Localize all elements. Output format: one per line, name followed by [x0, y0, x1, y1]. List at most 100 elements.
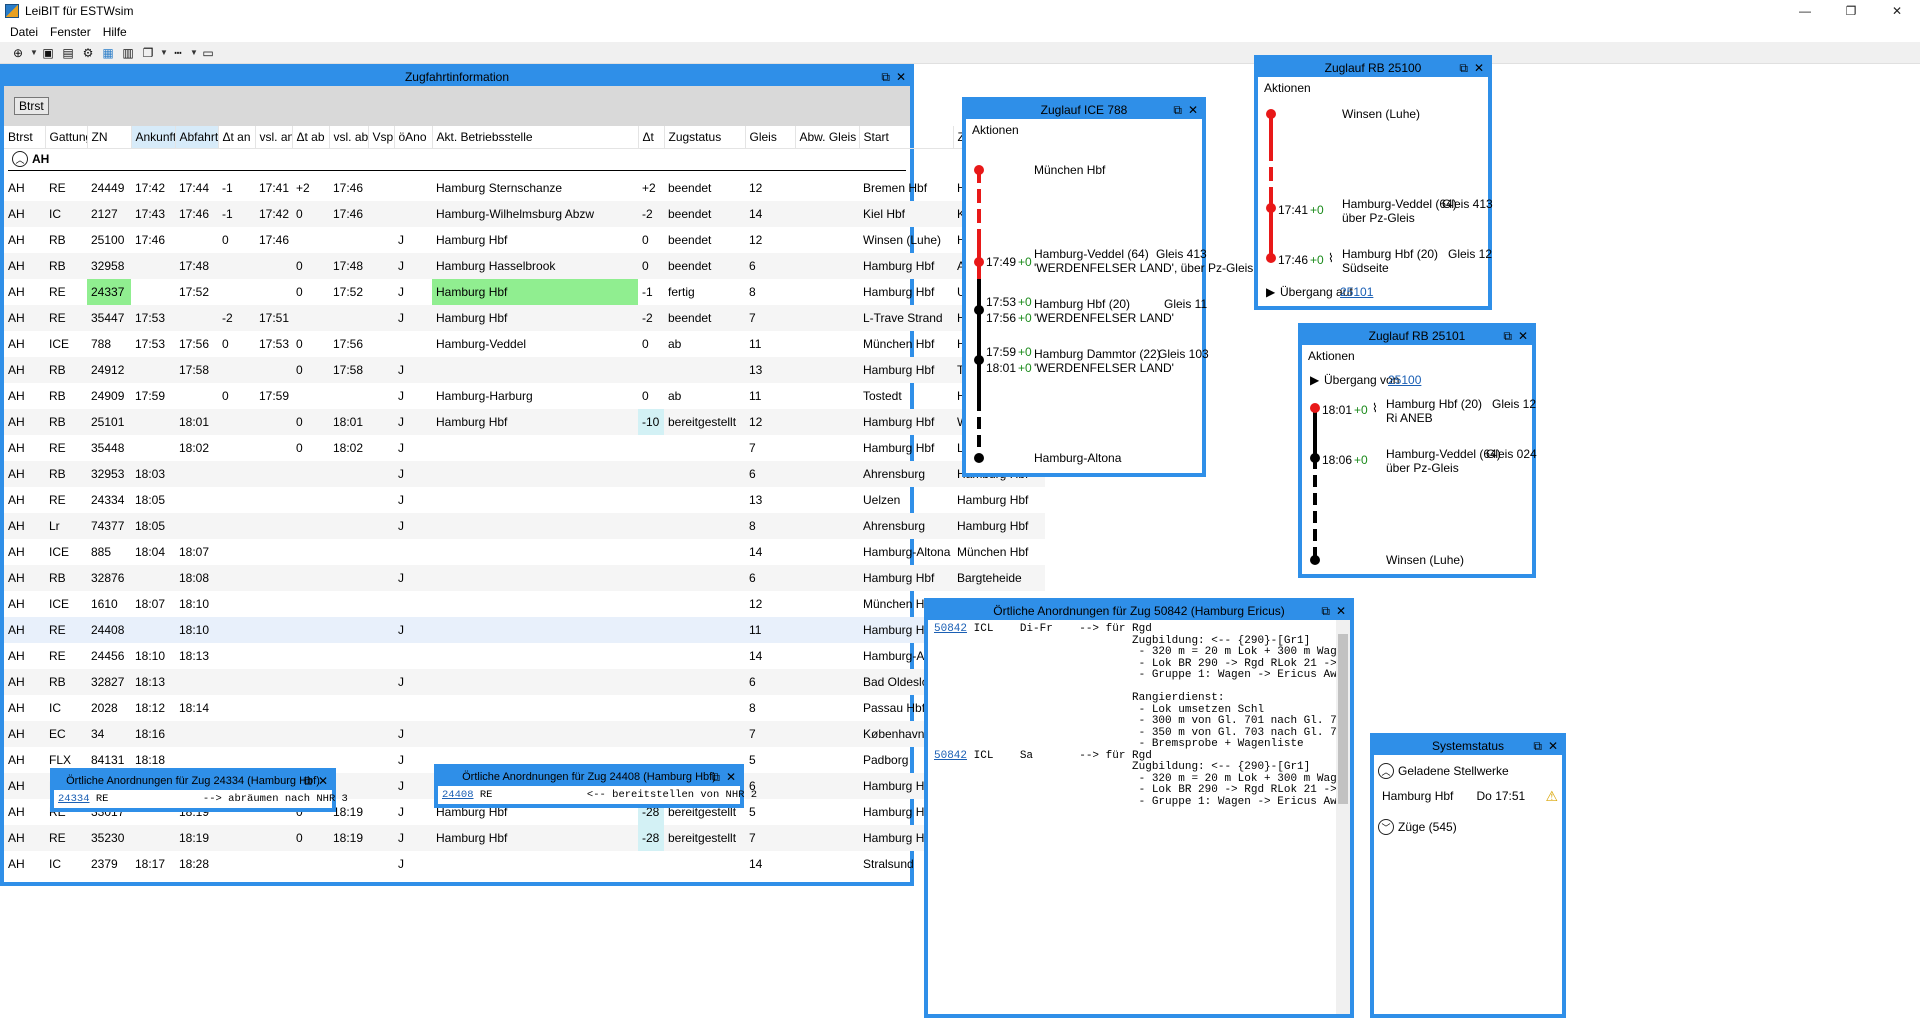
- column-header-vsl-an[interactable]: vsl. an: [255, 126, 293, 149]
- close-icon[interactable]: ✕: [1473, 61, 1484, 75]
- dropdown-arrow-icon[interactable]: ▼: [190, 48, 198, 57]
- column-header-dt-an[interactable]: Δt an: [218, 126, 256, 149]
- table-row[interactable]: AH ICE 788 17:53 17:56 0 17:53 0 17:56 Hamburg-Ve…: [4, 331, 1045, 357]
- save-icon[interactable]: ▤: [62, 45, 74, 60]
- table-row[interactable]: AH RE 35447 17:53 -2 17:51 J Hamburg Hbf -2 beend…: [4, 304, 1045, 331]
- popout-icon[interactable]: ⧉: [1459, 61, 1468, 75]
- table-row[interactable]: AH RE 35230 18:19 0 18:19 J Hamburg Hbf -28 berei…: [4, 824, 1045, 851]
- btrst-button[interactable]: Btrst: [14, 97, 49, 115]
- table-row[interactable]: AH RB 32876 18:08 J 6 Hamburg Hbf Bargteheide: [4, 564, 1045, 591]
- expand-icon[interactable]: ﹀: [1378, 819, 1394, 835]
- table-row[interactable]: AH RB 25101 18:01 0 18:01 J Hamburg Hbf -10 berei…: [4, 408, 1045, 435]
- popout-icon[interactable]: ⧉: [1533, 739, 1542, 753]
- popout-icon[interactable]: ⧉: [1503, 329, 1512, 343]
- table-row[interactable]: AH RB 32958 17:48 0 17:48 J Hamburg Hasselbrook…: [4, 252, 1045, 279]
- column-header-vsl-ab[interactable]: vsl. ab: [329, 126, 369, 149]
- close-icon[interactable]: ✕: [1335, 604, 1346, 618]
- train-link[interactable]: 50842: [934, 749, 968, 762]
- table-row[interactable]: AHRE2445618:1018:1314Hamburg-AltonaBreme…: [4, 643, 1045, 669]
- scrollbar-thumb[interactable]: [1338, 634, 1348, 804]
- close-button[interactable]: ✕: [1891, 4, 1903, 18]
- window-titlebar[interactable]: Zuglauf RB 25101 ⧉ ✕: [1302, 327, 1532, 345]
- close-icon[interactable]: ✕: [895, 70, 906, 84]
- trains-header[interactable]: ﹀ Züge (545): [1378, 817, 1558, 837]
- dashes-icon[interactable]: ┅: [174, 45, 182, 60]
- column-header-akt-betriebsstelle[interactable]: Akt. Betriebsstelle: [432, 126, 639, 149]
- group-header[interactable]: ︿ AH: [8, 149, 906, 171]
- column-header-oano[interactable]: öAno: [394, 126, 433, 149]
- column-header-start[interactable]: Start: [859, 126, 954, 149]
- column-header-btrst[interactable]: Btrst: [4, 126, 46, 149]
- column-header-dt[interactable]: Δt: [638, 126, 665, 149]
- paperclip-icon[interactable]: ⌇: [1328, 251, 1334, 265]
- train-link[interactable]: 24334: [58, 793, 90, 805]
- column-header-abfahrt[interactable]: Abfahrt: [175, 126, 219, 149]
- column-header-vsp[interactable]: Vsp: [368, 126, 395, 149]
- table-row[interactable]: AH RE 24337 17:52 0 17:52 J Hamburg Hbf -1 fertig…: [4, 278, 1045, 305]
- loaded-stellwerke-header[interactable]: ︿ Geladene Stellwerke: [1378, 761, 1558, 781]
- transition-link[interactable]: 25101: [1340, 285, 1374, 299]
- table-row[interactable]: AH Lr 74377 18:05 J 8 Ahrensburg Hamburg Hbf: [4, 512, 1045, 539]
- menu-fenster[interactable]: Fenster: [50, 25, 91, 39]
- table-row[interactable]: AH RE 24334 18:05 J 13 Uelzen Hamburg Hbf: [4, 487, 1045, 513]
- popout-icon[interactable]: ⧉: [881, 70, 890, 84]
- transition-link[interactable]: 25100: [1388, 373, 1422, 387]
- windows-icon[interactable]: ❐: [142, 45, 154, 60]
- actions-menu[interactable]: Aktionen: [972, 123, 1019, 137]
- dropdown-arrow-icon[interactable]: ▼: [30, 48, 38, 57]
- column-header-abw-gleis[interactable]: Abw. Gleis: [795, 126, 860, 149]
- close-icon[interactable]: ✕: [1517, 329, 1528, 343]
- window-titlebar[interactable]: Zugfahrtinformation ⧉ ✕: [4, 68, 910, 86]
- actions-menu[interactable]: Aktionen: [1264, 81, 1311, 95]
- actions-menu[interactable]: Aktionen: [1308, 349, 1355, 363]
- settings-icon[interactable]: ⚙: [82, 45, 94, 60]
- close-icon[interactable]: ✕: [317, 774, 328, 788]
- popout-icon[interactable]: ⧉: [1173, 103, 1182, 117]
- menu-hilfe[interactable]: Hilfe: [102, 25, 127, 39]
- window-titlebar[interactable]: Örtliche Anordnungen für Zug 24408 (Hamb…: [438, 768, 740, 786]
- table-row[interactable]: AH ICE 885 18:04 18:07 14 Hamburg-Altona Münche…: [4, 539, 1045, 565]
- close-icon[interactable]: ✕: [1187, 103, 1198, 117]
- open-icon[interactable]: ▣: [42, 45, 54, 60]
- train-link[interactable]: 24408: [442, 789, 474, 801]
- minimize-button[interactable]: —: [1799, 4, 1811, 18]
- paperclip-icon[interactable]: ⌇: [1372, 401, 1378, 415]
- column-header-zugstatus[interactable]: Zugstatus: [664, 126, 746, 149]
- dropdown-arrow-icon[interactable]: ▼: [160, 48, 168, 57]
- table-row[interactable]: AH RB 25100 17:46 0 17:46 J Hamburg Hbf 0 beendet…: [4, 227, 1045, 253]
- menu-datei[interactable]: Datei: [10, 25, 39, 39]
- window-titlebar[interactable]: Örtliche Anordnungen für Zug 50842 (Hamb…: [928, 602, 1350, 620]
- train-link[interactable]: 50842: [934, 623, 968, 635]
- window-titlebar[interactable]: Zuglauf RB 25100 ⧉ ✕: [1258, 59, 1488, 77]
- column-header-dt-ab[interactable]: Δt ab: [292, 126, 330, 149]
- table-icon[interactable]: ▥: [122, 45, 134, 60]
- popout-icon[interactable]: ⧉: [303, 774, 312, 788]
- column-header-gattung[interactable]: Gattung: [45, 126, 88, 149]
- popout-icon[interactable]: ⧉: [711, 770, 720, 784]
- close-icon[interactable]: ✕: [1547, 739, 1558, 753]
- map-icon[interactable]: ▦: [102, 45, 114, 60]
- column-header-zn[interactable]: ZN: [87, 126, 132, 149]
- table-row[interactable]: AHIC237918:1718:28J14StralsundStuttgart …: [4, 851, 1045, 877]
- table-row[interactable]: AH RB 24909 17:59 0 17:59 J Hamburg-Harburg 0 ab 1…: [4, 383, 1045, 409]
- add-icon[interactable]: ⊕: [12, 45, 24, 60]
- window-titlebar[interactable]: Zuglauf ICE 788 ⧉ ✕: [966, 101, 1202, 119]
- table-row[interactable]: AH RE 24449 17:42 17:44 -1 17:41 +2 17:46 Hamburg…: [4, 175, 1045, 201]
- popout-icon[interactable]: ⧉: [1321, 604, 1330, 618]
- scrollbar[interactable]: [1336, 620, 1350, 1014]
- collapse-icon[interactable]: ︿: [12, 151, 28, 167]
- column-header-ankunft[interactable]: Ankunft: [131, 126, 176, 149]
- window-titlebar[interactable]: Systemstatus ⧉ ✕: [1374, 737, 1562, 755]
- monitor-icon[interactable]: ▭: [202, 45, 214, 60]
- window-titlebar[interactable]: Örtliche Anordnungen für Zug 24334 (Hamb…: [54, 772, 332, 790]
- column-header-gleis[interactable]: Gleis: [745, 126, 796, 149]
- close-icon[interactable]: ✕: [725, 770, 736, 784]
